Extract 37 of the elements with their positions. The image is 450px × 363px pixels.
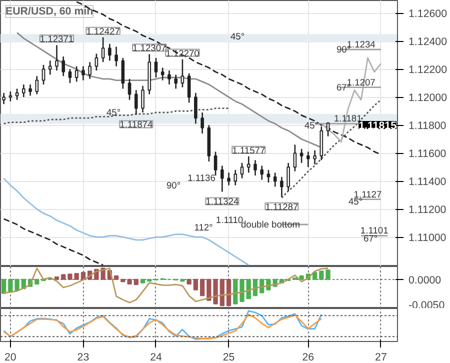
y-tick-label: 1.11000 [408, 232, 446, 244]
annotation: 1.12307 [132, 43, 166, 54]
x-tick-label: 26 [302, 352, 314, 363]
chart-title: EUR/USD, 60 min [6, 6, 94, 18]
x-tick-label: 24 [150, 352, 162, 363]
annotation: 1.11287 [265, 202, 298, 212]
x-tick-label: 20 [4, 352, 16, 363]
annotation: 112° [194, 222, 214, 232]
annotation: 1.11577 [232, 145, 266, 156]
x-tick-label: 23 [77, 352, 90, 363]
y-tick-label: 1.12600 [408, 8, 448, 20]
x-tick-label: 27 [375, 352, 387, 363]
annotation: 1.1127 [354, 189, 382, 200]
y-tick-label: 0.0000 [408, 274, 442, 286]
annotation: 67° [363, 234, 378, 244]
annotation: 45° [348, 196, 363, 206]
annotation: 45° [304, 120, 319, 130]
annotation: 1.1101 [360, 226, 388, 236]
y-tick-label: 1.11600 [408, 148, 446, 160]
annotation: 1.11874 [120, 120, 153, 130]
y-tick-label: 1.11200 [408, 204, 446, 216]
y-tick-label: 1.11400 [408, 176, 446, 188]
annotation: 1.11324 [206, 196, 239, 207]
y-tick-label: 1.12000 [408, 92, 448, 104]
y-tick-label: 1.12400 [408, 36, 448, 48]
annotation: 1.11815 [358, 120, 397, 132]
annotation: 1.1110 [216, 215, 244, 225]
annotation: 45° [230, 32, 245, 42]
x-tick-label: 25 [222, 352, 235, 363]
annotation: 45° [106, 108, 121, 118]
annotation: 90° [166, 180, 181, 190]
y-tick-label: 1.11800 [408, 120, 446, 132]
annotation: 1.12427 [86, 26, 120, 36]
y-tick-label: 1.12200 [408, 64, 448, 76]
annotation: double bottom [240, 220, 300, 230]
annotation: 1.1136 [188, 173, 216, 183]
annotation: 1.12371 [40, 34, 74, 44]
